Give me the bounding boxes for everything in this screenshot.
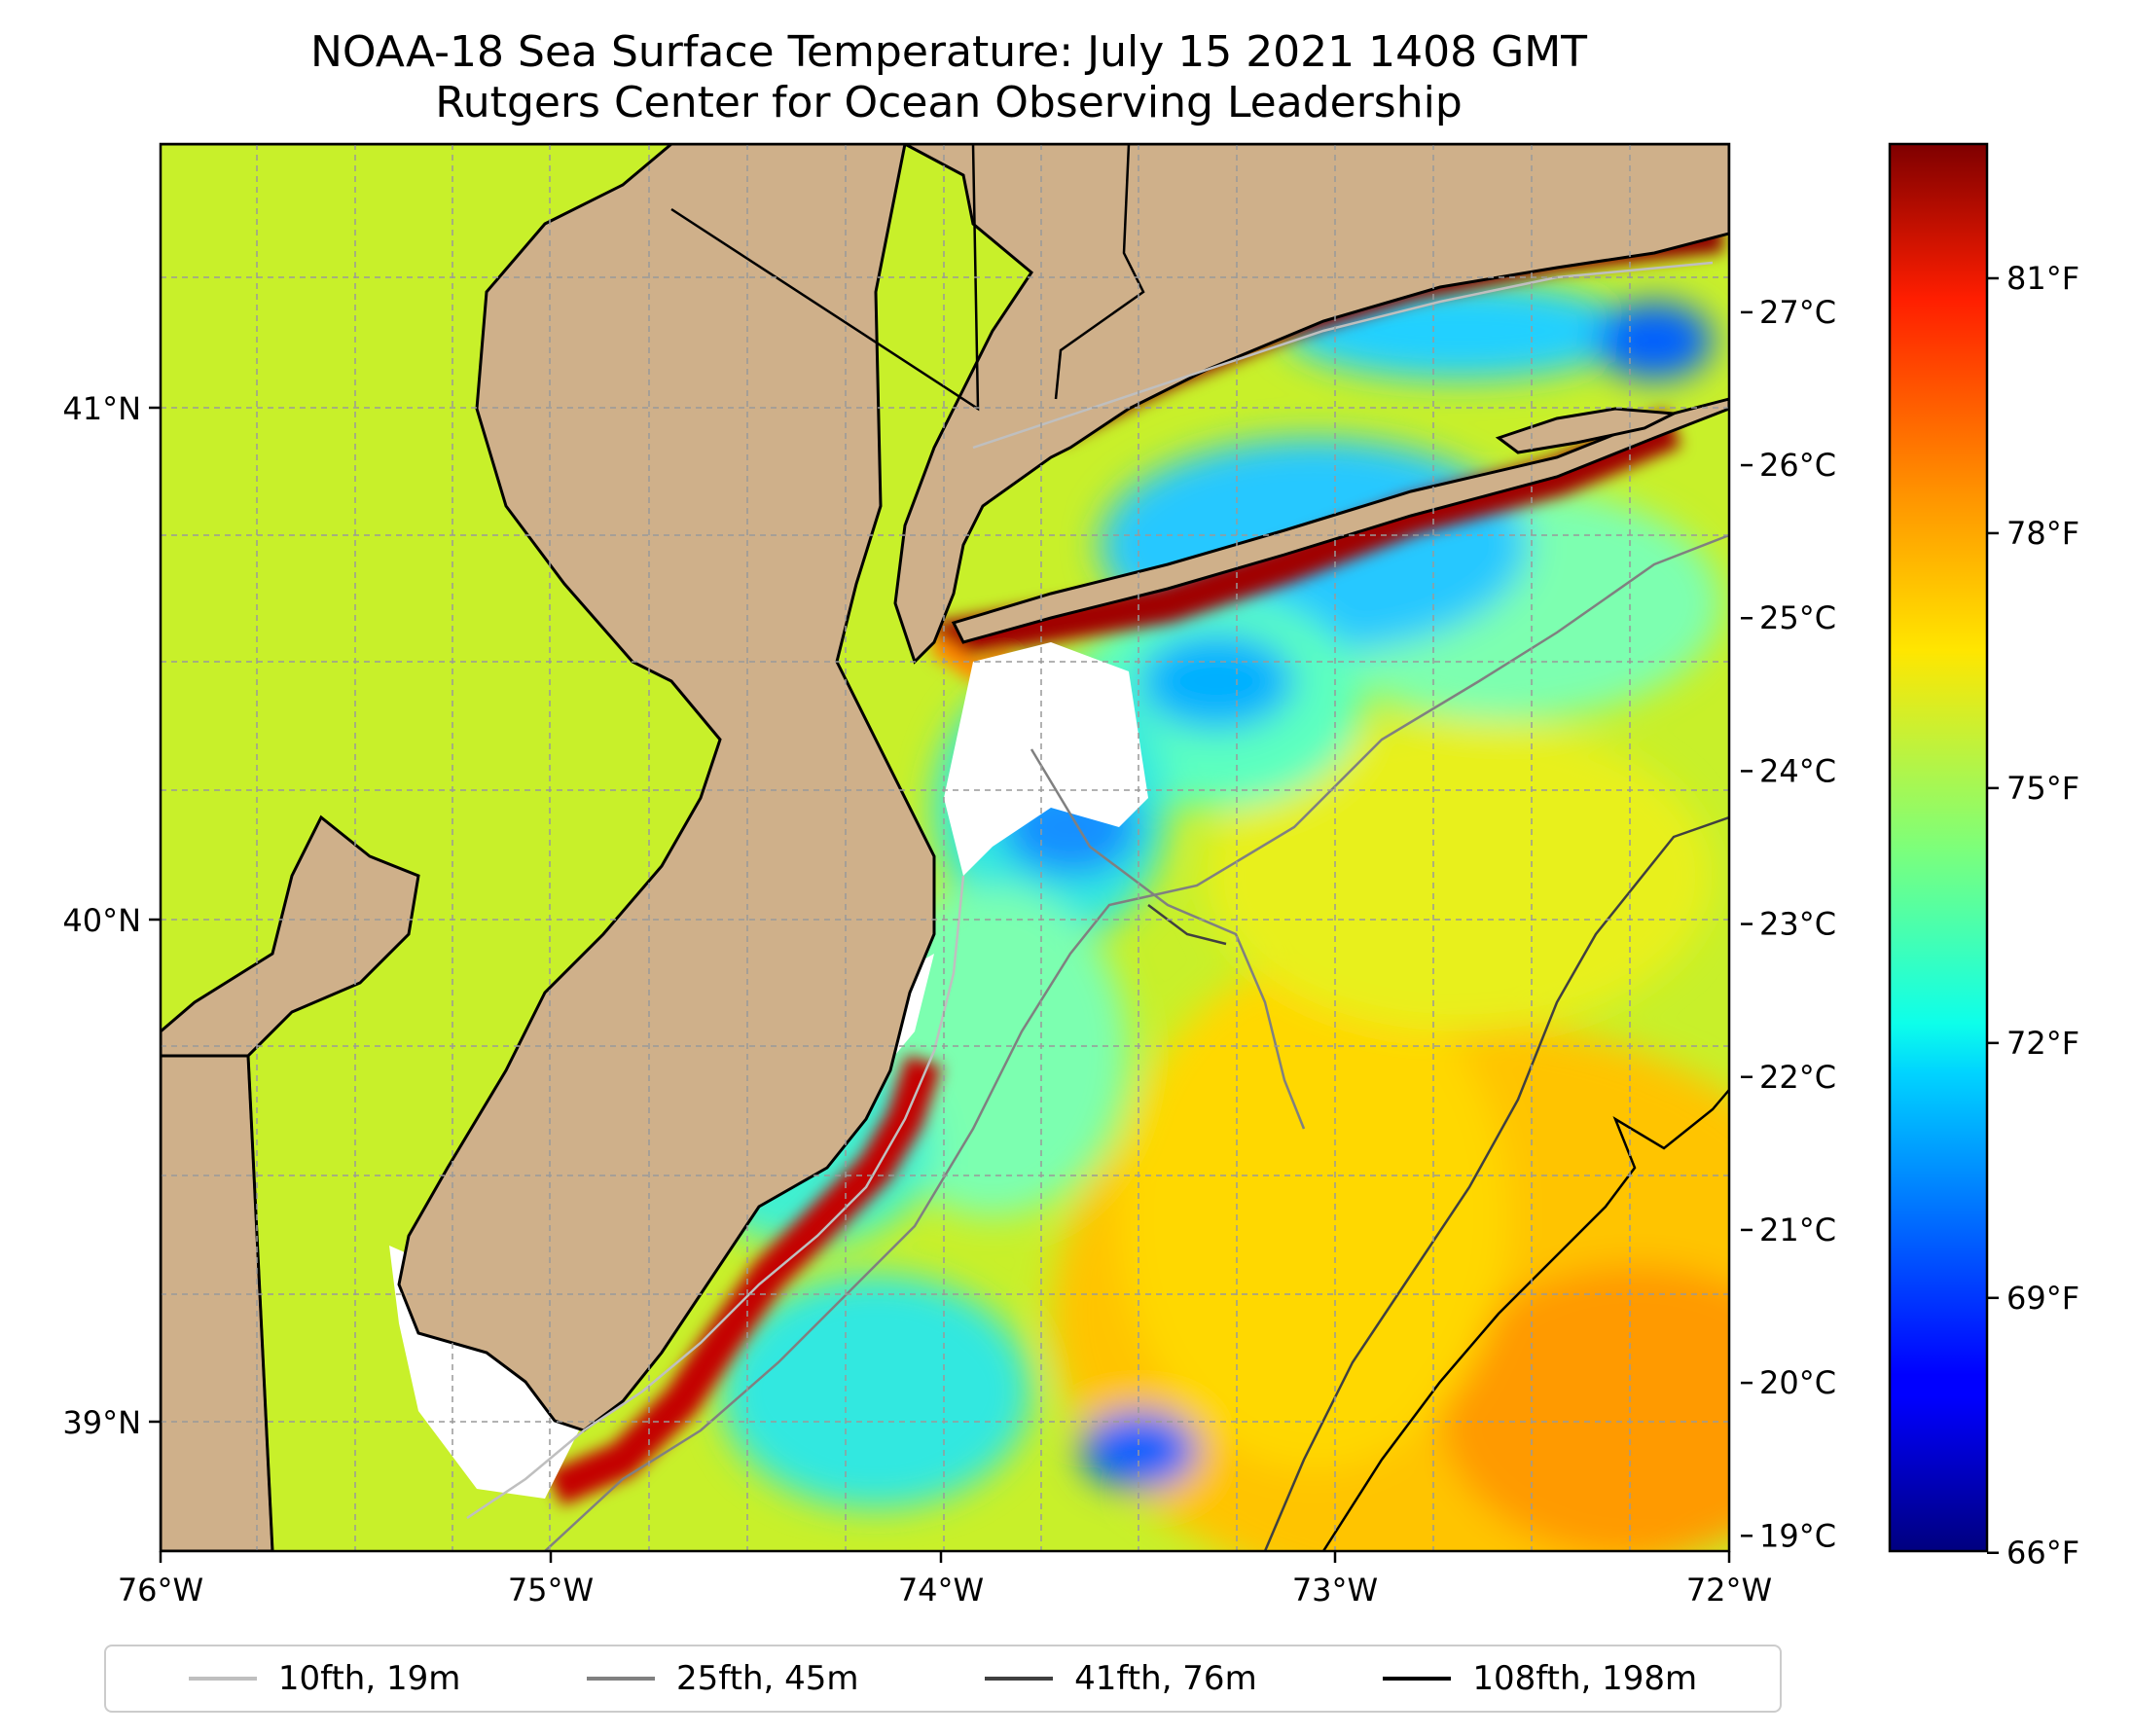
x-tick-label-4: 72°W — [1686, 1572, 1772, 1609]
celsius-tick-label: 26°C — [1759, 447, 1836, 484]
celsius-tick-label: 21°C — [1759, 1212, 1836, 1248]
legend-swatch — [1383, 1677, 1452, 1681]
legend-label: 41fth, 76m — [1074, 1659, 1257, 1698]
contour-10fth — [466, 875, 965, 1520]
celsius-tick-label: 19°C — [1759, 1517, 1836, 1554]
map-frame — [159, 142, 1731, 1553]
x-tick-label-2: 74°W — [898, 1572, 984, 1609]
graticule — [161, 144, 1729, 1551]
celsius-tick-label: 23°C — [1759, 906, 1836, 943]
map-title: NOAA-18 Sea Surface Temperature: July 15… — [0, 27, 1897, 128]
x-axis: 76°W 75°W 74°W 73°W 72°W — [118, 1551, 1772, 1609]
x-tick-label-0: 76°W — [118, 1572, 203, 1609]
legend-item-108fth: 108fth, 198m — [1383, 1659, 1697, 1698]
legend-swatch — [587, 1677, 655, 1681]
land — [161, 144, 1729, 1551]
celsius-tick-label: 20°C — [1759, 1364, 1836, 1401]
legend-item-25fth: 25fth, 45m — [587, 1659, 859, 1698]
x-tick-label-1: 75°W — [508, 1572, 594, 1609]
celsius-tick-label: 22°C — [1759, 1059, 1836, 1096]
y-tick-label-0: 41°N — [62, 390, 141, 427]
fahrenheit-tick-label: 66°F — [2006, 1535, 2079, 1572]
fahrenheit-tick-label: 75°F — [2006, 770, 2079, 807]
fahrenheit-tick-label: 81°F — [2006, 260, 2079, 297]
state-borders — [246, 144, 1145, 1551]
colorbar-ramp — [1888, 142, 1989, 1553]
title-line-2: Rutgers Center for Ocean Observing Leade… — [435, 78, 1463, 127]
legend-swatch — [188, 1677, 257, 1681]
contour-41fth — [1263, 815, 1729, 1551]
x-tick-label-3: 73°W — [1292, 1572, 1378, 1609]
y-tick-label-2: 39°N — [62, 1404, 141, 1441]
contour-25fth — [544, 533, 1729, 1551]
fahrenheit-tick-label: 72°F — [2006, 1025, 2079, 1062]
legend-label: 108fth, 198m — [1472, 1659, 1698, 1698]
celsius-tick-label: 25°C — [1759, 599, 1836, 636]
legend-label: 25fth, 45m — [676, 1659, 859, 1698]
colorbar-fahrenheit-ticks: 66°F 69°F 72°F 75°F 78°F 81°F — [1987, 260, 2079, 1572]
celsius-tick-label: 27°C — [1759, 294, 1836, 331]
colorbar-celsius-ticks: 19°C 20°C 21°C 22°C 23°C 24°C 25°C 26°C 27°C — [1741, 294, 1836, 1554]
legend-item-10fth: 10fth, 19m — [188, 1659, 461, 1698]
contour-legend: 10fth, 19m 25fth, 45m 41fth, 76m 108fth,… — [104, 1645, 1782, 1713]
fahrenheit-tick-label: 69°F — [2006, 1280, 2079, 1317]
legend-label: 10fth, 19m — [277, 1659, 461, 1698]
colorbar: 19°C 20°C 21°C 22°C 23°C 24°C 25°C 26°C 27°C 66°… — [1741, 142, 2079, 1572]
title-line-1: NOAA-18 Sea Surface Temperature: July 15… — [309, 27, 1588, 77]
y-tick-label-1: 40°N — [62, 902, 141, 939]
legend-swatch — [985, 1677, 1054, 1681]
y-axis: 41°N 40°N 39°N — [62, 390, 161, 1441]
celsius-tick-label: 24°C — [1759, 752, 1836, 789]
map-plot-area — [161, 144, 1729, 1551]
fahrenheit-tick-label: 78°F — [2006, 515, 2079, 552]
contour-108fth — [1321, 1089, 1729, 1551]
legend-item-41fth: 41fth, 76m — [985, 1659, 1257, 1698]
